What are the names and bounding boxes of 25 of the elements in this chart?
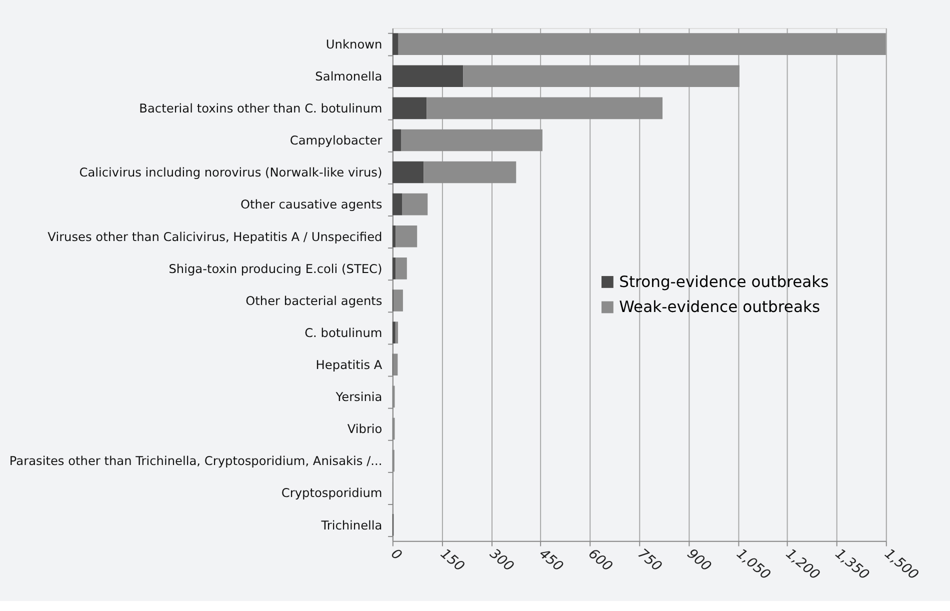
y-tick-label: Calicivirus including norovirus (Norwalk-like virus): [79, 166, 382, 180]
y-tick-label: Yersinia: [334, 390, 382, 404]
y-tick-label: Hepatitis A: [316, 358, 383, 372]
y-tick-label: C. botulinum: [304, 326, 382, 340]
legend-label: Strong-evidence outbreaks: [619, 272, 829, 291]
y-tick-label: Parasites other than Trichinella, Cryptosporidium, Anisakis /...: [9, 454, 382, 468]
y-tick-label: Cryptosporidium: [281, 486, 382, 500]
y-tick-label: Trichinella: [320, 518, 382, 532]
x-tick-label: 450: [536, 546, 566, 575]
y-tick-label: Bacterial toxins other than C. botulinum: [139, 102, 382, 116]
y-tick-label: Unknown: [326, 37, 382, 52]
y-tick-label: Salmonella: [315, 69, 382, 84]
y-tick-label: Other causative agents: [240, 198, 382, 212]
x-tick-label: 0: [388, 546, 405, 564]
x-tick-label: 750: [634, 546, 665, 575]
legend-label: Weak-evidence outbreaks: [619, 298, 820, 316]
x-tick-label: 300: [486, 546, 517, 575]
y-tick-label: Viruses other than Calicivirus, Hepatitis A / Unspecified: [48, 230, 382, 244]
y-tick-label: Shiga-toxin producing E.coli (STEC): [168, 262, 382, 276]
x-tick-label: 150: [437, 546, 468, 575]
y-tick-label: Vibrio: [347, 422, 382, 436]
y-tick-label: Other bacterial agents: [246, 294, 382, 308]
x-tick-label: 600: [585, 546, 616, 575]
y-tick-label: Campylobacter: [290, 134, 382, 148]
x-tick-label: 900: [684, 546, 714, 575]
